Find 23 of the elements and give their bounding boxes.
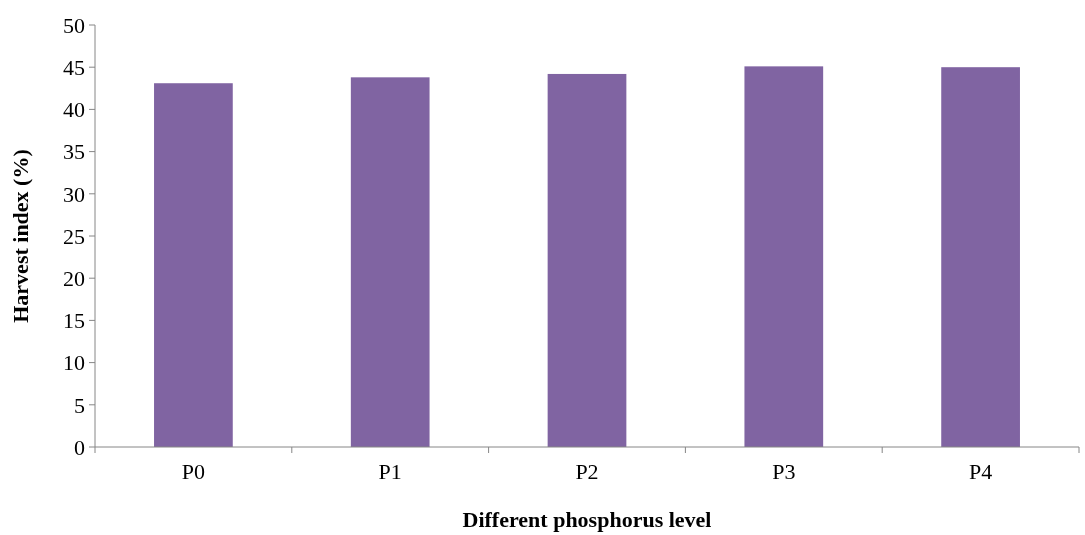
y-tick-label: 25 bbox=[63, 223, 85, 249]
y-tick-label: 45 bbox=[63, 54, 85, 80]
x-tick-label: P1 bbox=[378, 459, 402, 484]
bar bbox=[941, 67, 1020, 447]
y-tick-label: 30 bbox=[63, 181, 85, 207]
y-tick-label: 50 bbox=[63, 12, 85, 38]
y-tick-label: 20 bbox=[63, 265, 85, 291]
y-tick-label: 5 bbox=[74, 392, 85, 418]
x-tick-label: P0 bbox=[181, 459, 206, 484]
bar bbox=[744, 66, 824, 447]
x-tick-label: P2 bbox=[575, 459, 599, 484]
x-axis-title: Different phosphorus level bbox=[462, 507, 712, 532]
x-tick-label: P4 bbox=[968, 459, 993, 484]
y-tick-label: 0 bbox=[74, 434, 85, 460]
y-tick-label: 15 bbox=[63, 308, 85, 334]
x-tick-label: P3 bbox=[772, 459, 796, 484]
y-tick-label: 35 bbox=[63, 139, 85, 165]
y-axis-title: Harvest index (%) bbox=[8, 149, 33, 323]
y-tick-label: 40 bbox=[63, 97, 85, 123]
bar bbox=[154, 83, 233, 447]
bar bbox=[350, 77, 430, 447]
bar bbox=[547, 73, 627, 447]
y-tick-label: 10 bbox=[63, 350, 85, 376]
